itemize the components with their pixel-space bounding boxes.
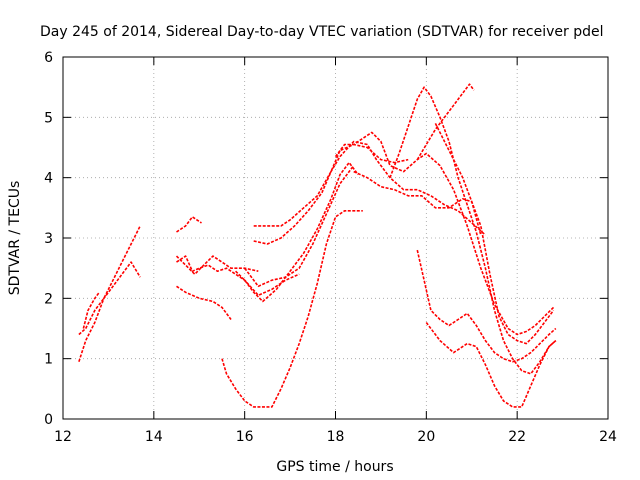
x-tick-label: 18 [327,429,345,445]
series-track-4 [176,216,202,233]
series-track-8 [221,210,363,408]
y-tick-label: 6 [44,50,53,66]
series-track-1 [78,225,141,336]
y-axis-label: SDTVAR / TECUs [7,181,23,296]
series-track-11 [253,143,409,227]
series-track-6 [176,285,232,320]
x-tick-label: 22 [508,429,526,445]
series-track-7 [176,255,300,297]
chart-title: Day 245 of 2014, Sidereal Day-to-day VTE… [40,24,604,40]
y-tick-label: 2 [44,291,53,307]
series-track-5 [175,255,259,275]
x-axis-label: GPS time / hours [276,459,393,475]
x-tick-label: 20 [417,429,435,445]
series-layer [78,83,557,408]
y-tick-label: 1 [44,352,53,368]
y-tick-label: 0 [44,412,53,428]
series-track-10 [244,165,355,288]
series-track-13 [334,131,555,336]
series-track-12 [253,140,486,245]
series-track-19 [425,322,557,408]
y-tick-label: 3 [44,231,53,247]
series-track-18 [416,249,557,363]
x-tick-label: 12 [54,429,72,445]
y-tick-label: 4 [44,171,53,187]
x-tick-label: 24 [599,429,617,445]
series-track-15 [389,86,557,375]
grid [63,57,608,419]
series-track-3 [82,291,100,329]
x-tick-label: 14 [145,429,163,445]
series-track-9 [235,161,359,303]
series-track-16 [416,83,475,161]
y-tick-label: 5 [44,110,53,126]
series-track-17 [434,123,482,236]
series-track-2 [78,261,141,362]
series-track-14 [353,170,555,345]
x-tick-label: 16 [236,429,254,445]
